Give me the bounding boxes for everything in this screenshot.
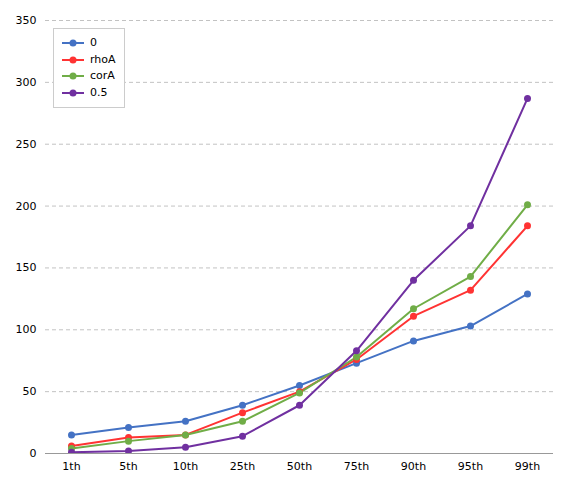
svg-text:5th: 5th	[119, 460, 137, 473]
svg-text:100: 100	[16, 323, 37, 336]
svg-text:95th: 95th	[458, 460, 483, 473]
svg-text:50th: 50th	[287, 460, 312, 473]
html-text:0: 0	[90, 36, 97, 49]
svg-text:50: 50	[23, 385, 37, 398]
svg-text:10th: 10th	[173, 460, 198, 473]
svg-text:250: 250	[16, 138, 37, 151]
svg-text:25th: 25th	[230, 460, 255, 473]
svg-text:0: 0	[30, 447, 37, 460]
svg-text:90th: 90th	[401, 460, 426, 473]
svg-text:99th: 99th	[515, 460, 540, 473]
svg-text:300: 300	[16, 76, 37, 89]
svg-text:1th: 1th	[62, 460, 80, 473]
html-text:corA: corA	[90, 69, 115, 82]
svg-text:350: 350	[16, 14, 37, 27]
html-text:rhoA: rhoA	[90, 52, 116, 66]
svg-text:200: 200	[16, 200, 37, 213]
svg-text:75th: 75th	[344, 460, 369, 473]
svg-text:150: 150	[16, 261, 37, 274]
html-text:0.5: 0.5	[90, 85, 108, 99]
